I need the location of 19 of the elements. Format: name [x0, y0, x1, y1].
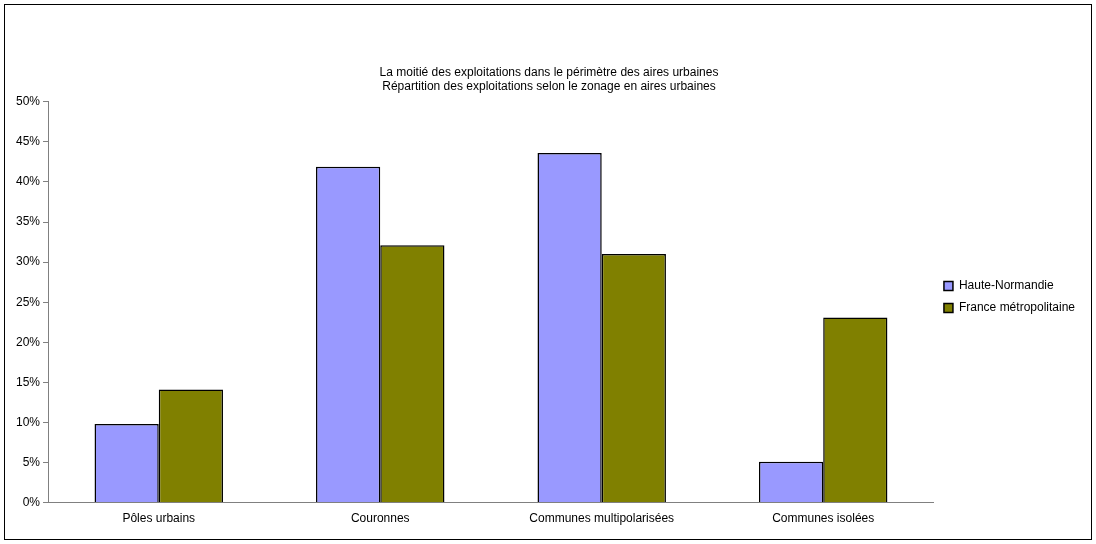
x-tick-label: Communes multipolarisées — [529, 511, 675, 526]
chart-subtitle: Répartition des exploitations selon le zonage en aires urbaines — [382, 78, 716, 93]
y-tick-label: 40% — [15, 174, 41, 189]
chart-title: La moitié des exploitations dans le périmètre des aires urbaines — [379, 64, 719, 79]
y-tick-label: 35% — [15, 214, 41, 229]
y-tick-label: 30% — [15, 254, 41, 269]
y-tick-label: 5% — [22, 454, 41, 469]
x-tick-label: Pôles urbains — [122, 511, 196, 526]
y-tick-label: 0% — [22, 494, 41, 509]
legend-label: France métropolitaine — [958, 300, 1076, 315]
x-tick-label: Communes isolées — [772, 511, 875, 526]
y-tick-label: 10% — [15, 414, 41, 429]
y-tick-label: 15% — [15, 374, 41, 389]
y-tick-label: 25% — [15, 294, 41, 309]
y-tick-label: 20% — [15, 334, 41, 349]
y-tick-label: 45% — [15, 134, 41, 149]
y-tick-label: 50% — [15, 94, 41, 109]
legend-label: Haute-Normandie — [958, 278, 1054, 293]
x-tick-label: Couronnes — [350, 511, 410, 526]
